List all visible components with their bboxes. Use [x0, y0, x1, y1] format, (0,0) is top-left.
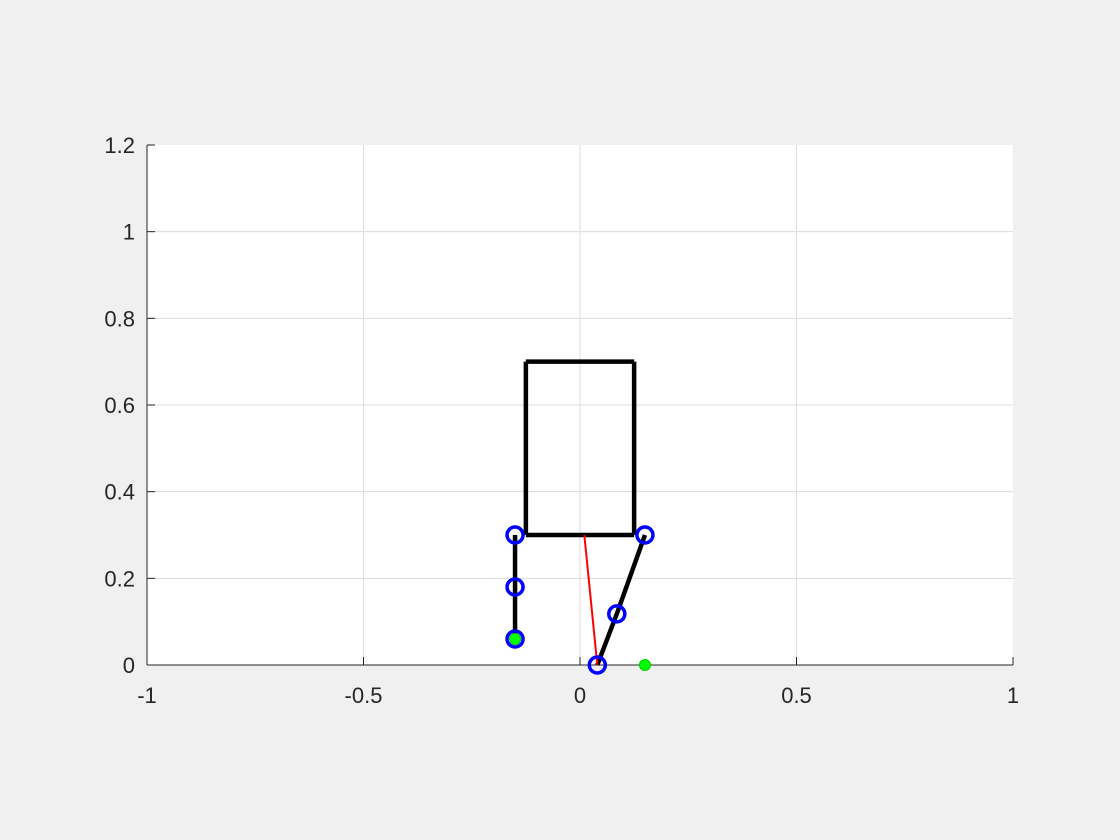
contact-point-marker	[638, 659, 651, 671]
x-tick-label: 0	[574, 683, 586, 708]
joint-marker	[505, 629, 525, 649]
x-tick-label: 0.5	[781, 683, 812, 708]
y-tick-label: 1	[123, 220, 135, 245]
grid-lines	[147, 145, 1013, 665]
joint-marker	[505, 525, 525, 545]
y-tick-label: 0	[123, 653, 135, 678]
force-vector-line	[583, 534, 599, 666]
linkage-segment	[595, 534, 648, 666]
joint-marker	[635, 525, 655, 545]
contact-point-marker	[509, 633, 522, 645]
joint-marker	[505, 577, 525, 597]
y-tick-label: 0.8	[104, 306, 135, 331]
joint-marker	[587, 655, 608, 675]
x-tick-label: -1	[137, 683, 157, 708]
x-axis-ticks: -1 -0.5 0 0.5 1	[137, 657, 1019, 708]
y-tick-label: 0.6	[104, 393, 135, 418]
y-tick-label: 0.2	[104, 566, 135, 591]
plot-series	[505, 359, 655, 675]
y-axis-ticks: 0 0.2 0.4 0.6 0.8 1 1.2	[104, 133, 155, 678]
y-tick-label: 0.4	[104, 480, 135, 505]
joint-marker	[607, 604, 627, 624]
x-tick-label: -0.5	[345, 683, 383, 708]
x-tick-label: 1	[1007, 683, 1019, 708]
y-tick-label: 1.2	[104, 133, 135, 158]
